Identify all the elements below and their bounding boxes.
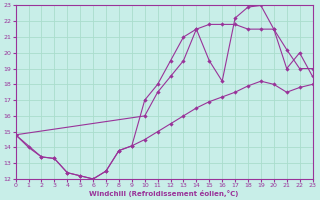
X-axis label: Windchill (Refroidissement éolien,°C): Windchill (Refroidissement éolien,°C) [89, 190, 239, 197]
